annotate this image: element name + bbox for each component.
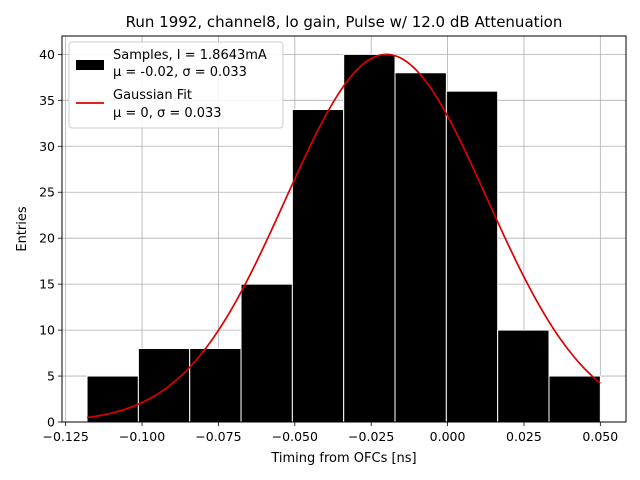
y-tick-label-0: 0 — [47, 415, 55, 430]
y-tick-label-2: 10 — [39, 323, 55, 338]
y-axis-label: Entries — [15, 206, 30, 252]
histogram-bar-8 — [497, 329, 550, 423]
histogram-bar-7 — [445, 90, 499, 423]
legend-box — [68, 41, 284, 129]
histogram-bars — [86, 53, 601, 423]
plot-frame — [61, 35, 627, 423]
x-tick-label-1: −0.100 — [119, 429, 165, 444]
y-tick-label-8: 40 — [39, 47, 55, 62]
legend-swatch-samples — [76, 60, 104, 70]
histogram-bar-9 — [548, 375, 601, 423]
x-tick-label-3: −0.050 — [272, 429, 318, 444]
y-tick-label-7: 35 — [39, 93, 55, 108]
y-tick-label-4: 20 — [39, 231, 55, 246]
y-tick-label-6: 30 — [39, 139, 55, 154]
legend: Samples, I = 1.8643mA μ = -0.02, σ = 0.0… — [68, 41, 284, 129]
x-tick-label-4: −0.025 — [348, 429, 394, 444]
x-tick-label-7: 0.050 — [582, 429, 618, 444]
y-axis-ticks: 0 5 10 15 20 25 30 35 40 — [39, 47, 62, 430]
x-tick-label-0: −0.125 — [43, 429, 89, 444]
x-tick-label-2: −0.075 — [195, 429, 241, 444]
legend-label-samples: Samples, I = 1.8643mA — [113, 48, 267, 63]
y-tick-label-3: 15 — [39, 277, 55, 292]
histogram-bar-3 — [240, 283, 293, 423]
histogram-bar-6 — [394, 72, 447, 423]
x-axis-ticks: −0.125 −0.100 −0.075 −0.050 −0.025 0.000 0.025… — [43, 422, 618, 444]
legend-label-fit-stats: μ = 0, σ = 0.033 — [113, 106, 222, 121]
histogram-bar-4 — [291, 109, 345, 423]
legend-label-fit: Gaussian Fit — [113, 88, 192, 103]
y-tick-label-1: 5 — [47, 369, 55, 384]
histogram-bar-0 — [86, 375, 139, 423]
chart-title: Run 1992, channel8, lo gain, Pulse w/ 12… — [126, 13, 563, 31]
histogram-bar-2 — [189, 347, 242, 423]
x-axis-label: Timing from OFCs [ns] — [270, 451, 416, 466]
gaussian-fit-line — [86, 53, 601, 419]
x-tick-label-5: 0.000 — [430, 429, 466, 444]
legend-label-samples-stats: μ = -0.02, σ = 0.033 — [113, 65, 247, 80]
y-tick-label-5: 25 — [39, 185, 55, 200]
histogram-bar-1 — [137, 347, 191, 423]
x-tick-label-6: 0.025 — [506, 429, 542, 444]
histogram-bar-5 — [343, 53, 396, 423]
